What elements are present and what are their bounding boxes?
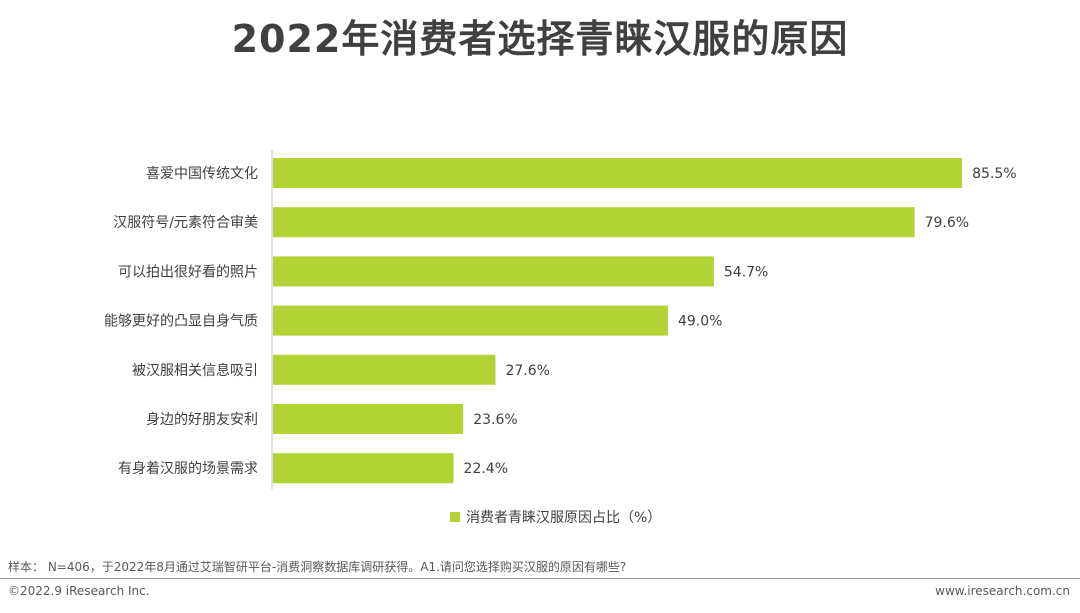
bar-6 <box>273 404 464 434</box>
bars-group: 喜爱中国传统文化 85.5% 汉服符号/元素符合审美 79.6% 可以拍出很好看的照片 5… <box>104 158 1017 484</box>
legend-swatch <box>450 512 460 522</box>
category-label-3: 可以拍出很好看的照片 <box>118 264 258 280</box>
value-label-3: 54.7% <box>724 264 768 280</box>
category-label-2: 汉服符号/元素符合审美 <box>113 215 258 231</box>
source-note: 样本： N=406，于2022年8月通过艾瑞智研平台-消费洞察数据库调研获得。A… <box>8 560 627 574</box>
value-label-2: 79.6% <box>925 215 969 231</box>
bar-3 <box>273 256 714 287</box>
value-label-5: 27.6% <box>505 363 549 379</box>
category-label-6: 身边的好朋友安利 <box>146 412 258 428</box>
footer-divider <box>0 578 1080 579</box>
bar-7 <box>273 453 454 484</box>
legend-label: 消费者青睐汉服原因占比（%） <box>466 510 661 526</box>
category-label-7: 有身着汉服的场景需求 <box>118 461 258 477</box>
chart-title: 2022年消费者选择青睐汉服的原因 <box>231 17 849 61</box>
copyright-text: ©2022.9 iResearch Inc. <box>8 584 150 598</box>
value-label-4: 49.0% <box>678 314 722 330</box>
category-label-5: 被汉服相关信息吸引 <box>132 362 258 379</box>
category-label-4: 能够更好的凸显自身气质 <box>104 314 258 330</box>
bar-4 <box>273 305 668 336</box>
legend: 消费者青睐汉服原因占比（%） <box>450 510 661 526</box>
value-label-6: 23.6% <box>473 412 517 428</box>
bar-2 <box>273 207 915 238</box>
bar-5 <box>273 354 496 385</box>
website-link[interactable]: www.iresearch.com.cn <box>935 584 1070 598</box>
value-label-7: 22.4% <box>464 461 508 477</box>
category-label-1: 喜爱中国传统文化 <box>146 166 258 182</box>
value-label-1: 85.5% <box>972 166 1016 182</box>
bar-1 <box>273 158 963 188</box>
